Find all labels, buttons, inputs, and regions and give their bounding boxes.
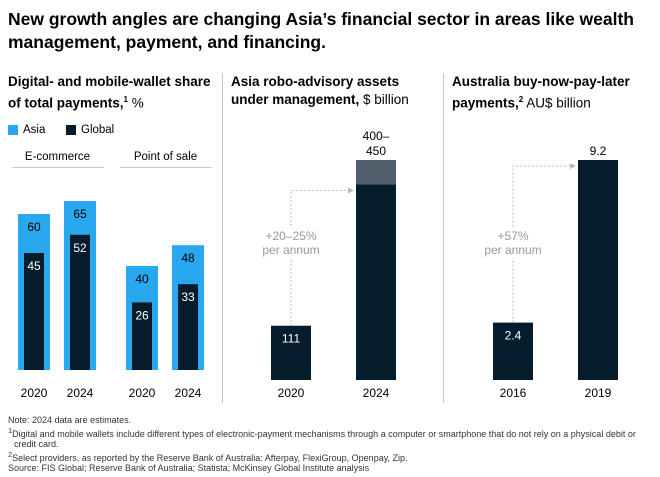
footnote-2: 2Select providers, as reported by the Re… xyxy=(8,450,658,464)
bnpl-bar-2016 xyxy=(493,322,533,380)
panel-divider-2 xyxy=(443,73,444,403)
wallet-title-text: Digital- and mobile-wallet share of tota… xyxy=(8,74,211,111)
global-value-label-3: 33 xyxy=(181,290,195,304)
wallet-x-tick-3: 2024 xyxy=(175,386,202,400)
bnpl-x-tick-2016: 2016 xyxy=(500,386,527,400)
wallet-title-unit: % xyxy=(127,95,144,111)
robo-x-tick-2020: 2020 xyxy=(278,386,305,400)
bnpl-x-tick-2019: 2019 xyxy=(585,386,612,400)
footnote-1-line1: Digital and mobile wallets include diffe… xyxy=(12,428,636,439)
wallet-panel-title: Digital- and mobile-wallet share of tota… xyxy=(8,73,223,113)
robo-growth-label-bg xyxy=(259,228,323,258)
robo-growth-arrow xyxy=(290,189,352,326)
wallet-x-tick-0: 2020 xyxy=(21,386,48,400)
robo-growth-arrowhead xyxy=(348,187,354,194)
bnpl-growth-arrowhead xyxy=(570,163,576,169)
bnpl-value-label-2019: 9.2 xyxy=(590,144,607,158)
robo-x-tick-2024: 2024 xyxy=(363,386,390,400)
robo-value-label-2024-line1: 400– xyxy=(363,129,390,143)
bnpl-title-text: Australia buy-now-pay-later payments, xyxy=(452,74,630,111)
robo-growth-label-line2: per annum xyxy=(262,243,319,257)
global-bar-1 xyxy=(70,234,90,370)
legend-global-label: Global xyxy=(81,124,115,136)
footnote-1-mark: 1 xyxy=(8,425,13,435)
footnote-1-line2: credit card. xyxy=(14,439,59,449)
robo-bar-2024-range xyxy=(356,160,396,185)
asia-value-label-0: 60 xyxy=(27,220,41,234)
note-text: Note: 2024 data are estimates. xyxy=(8,415,132,425)
legend-asia-label: Asia xyxy=(23,124,46,136)
global-value-label-2: 26 xyxy=(135,308,149,322)
wallet-x-tick-2: 2020 xyxy=(129,386,156,400)
asia-value-label-1: 65 xyxy=(73,207,87,221)
bnpl-growth-arrow xyxy=(512,165,574,323)
robo-panel-title: Asia robo-advisory assets under manageme… xyxy=(231,73,436,109)
ecommerce-group-label: E-commerce xyxy=(24,151,91,163)
footnotes: Note: 2024 data are estimates. 1Digital … xyxy=(8,415,658,474)
footnote-2-text: Select providers, as reported by the Res… xyxy=(12,452,408,463)
source-text: Source: FIS Global; Reserve Bank of Aust… xyxy=(8,463,370,473)
legend-global: Global xyxy=(66,124,114,136)
legend-global-swatch xyxy=(66,125,76,135)
robo-bar-2020 xyxy=(271,325,311,380)
robo-title-text: Asia robo-advisory assets under manageme… xyxy=(231,74,400,107)
bnpl-title-unit: AU$ billion xyxy=(523,95,591,111)
bnpl-title-footnote: 2 xyxy=(518,95,524,104)
bnpl-growth-label-bg xyxy=(481,228,545,258)
wallet-x-tick-1: 2024 xyxy=(67,386,94,400)
robo-value-label-2020: 111 xyxy=(282,332,301,346)
pos-group-label: Point of sale xyxy=(133,151,198,163)
asia-value-label-3: 48 xyxy=(181,251,195,265)
global-bar-2 xyxy=(132,302,152,370)
robo-title-unit: $ billion xyxy=(359,92,409,107)
global-value-label-0: 45 xyxy=(27,259,41,273)
wallet-title-footnote: 1 xyxy=(123,95,128,104)
footnote-1: 1Digital and mobile wallets include diff… xyxy=(8,426,658,440)
bnpl-growth-label-line2: per annum xyxy=(484,243,541,257)
panel-divider-1 xyxy=(222,73,223,403)
global-bar-3 xyxy=(178,284,198,370)
headline: New growth angles are changing Asia’s fi… xyxy=(8,9,634,52)
global-bar-0 xyxy=(24,253,44,370)
footnote-2-mark: 2 xyxy=(8,449,13,459)
bnpl-bar-2019 xyxy=(578,160,618,380)
bnpl-growth-label-line1: +57% xyxy=(497,229,528,243)
ecommerce-group-rule xyxy=(12,167,104,168)
pos-group-rule xyxy=(120,167,212,168)
legend-asia-swatch xyxy=(8,125,18,135)
robo-bar-2024 xyxy=(356,184,396,380)
bnpl-panel-title: Australia buy-now-pay-later payments,2 A… xyxy=(452,73,652,113)
asia-value-label-2: 40 xyxy=(135,272,149,286)
robo-growth-label-line1: +20–25% xyxy=(265,229,316,243)
bnpl-value-label-2016: 2.4 xyxy=(505,329,522,343)
legend-asia: Asia xyxy=(8,124,45,136)
robo-value-label-2024-line2: 450 xyxy=(366,144,386,158)
global-value-label-1: 52 xyxy=(73,241,87,255)
